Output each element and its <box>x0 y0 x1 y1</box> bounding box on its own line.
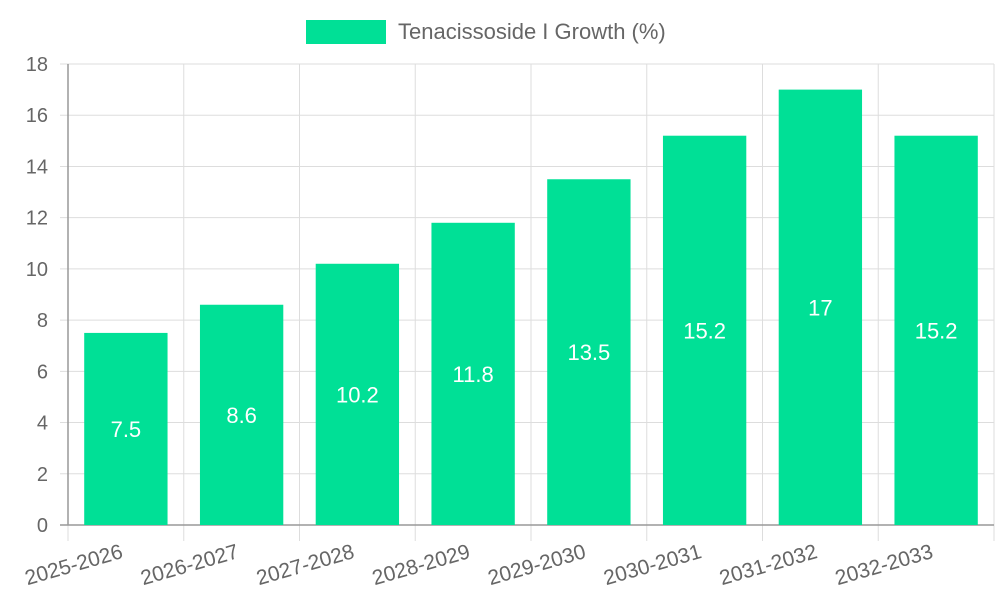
legend-label[interactable]: Tenacissoside I Growth (%) <box>398 19 666 44</box>
y-tick-label: 0 <box>37 515 48 537</box>
bar[interactable] <box>431 222 515 526</box>
bar[interactable] <box>84 332 168 525</box>
x-tick-label: 2029-2030 <box>485 540 588 590</box>
x-tick-label: 2025-2026 <box>22 540 125 590</box>
bar-value-label: 7.5 <box>111 417 142 442</box>
x-tick-label: 2028-2029 <box>370 540 473 590</box>
x-tick-label: 2031-2032 <box>717 540 820 590</box>
legend-swatch[interactable] <box>306 20 386 44</box>
x-tick-label: 2026-2027 <box>138 540 241 590</box>
bar[interactable] <box>199 304 284 525</box>
bar[interactable] <box>778 89 863 525</box>
x-tick-label: 2032-2033 <box>833 540 936 590</box>
bar-value-label: 17 <box>808 295 832 320</box>
bar-value-label: 15.2 <box>915 318 958 343</box>
y-tick-label: 12 <box>26 208 48 230</box>
y-tick-label: 10 <box>26 259 48 281</box>
bar[interactable] <box>315 263 400 525</box>
y-tick-label: 14 <box>26 156 48 178</box>
y-tick-label: 6 <box>37 361 48 383</box>
y-tick-label: 8 <box>37 310 48 332</box>
legend[interactable]: Tenacissoside I Growth (%) <box>0 0 1000 64</box>
bar[interactable] <box>894 135 978 525</box>
y-tick-label: 2 <box>37 464 48 486</box>
x-tick-label: 2030-2031 <box>601 540 704 590</box>
bar-value-label: 11.8 <box>453 362 494 387</box>
bar-value-label: 8.6 <box>226 403 257 428</box>
bar[interactable] <box>547 179 631 525</box>
bar-value-label: 13.5 <box>567 340 610 365</box>
bar-value-label: 10.2 <box>336 382 379 407</box>
y-tick-label: 4 <box>37 413 48 435</box>
bar-value-label: 15.2 <box>683 318 726 343</box>
bar[interactable] <box>662 135 747 525</box>
y-tick-label: 18 <box>26 54 48 76</box>
y-tick-label: 16 <box>26 105 48 127</box>
x-tick-label: 2027-2028 <box>254 540 357 590</box>
